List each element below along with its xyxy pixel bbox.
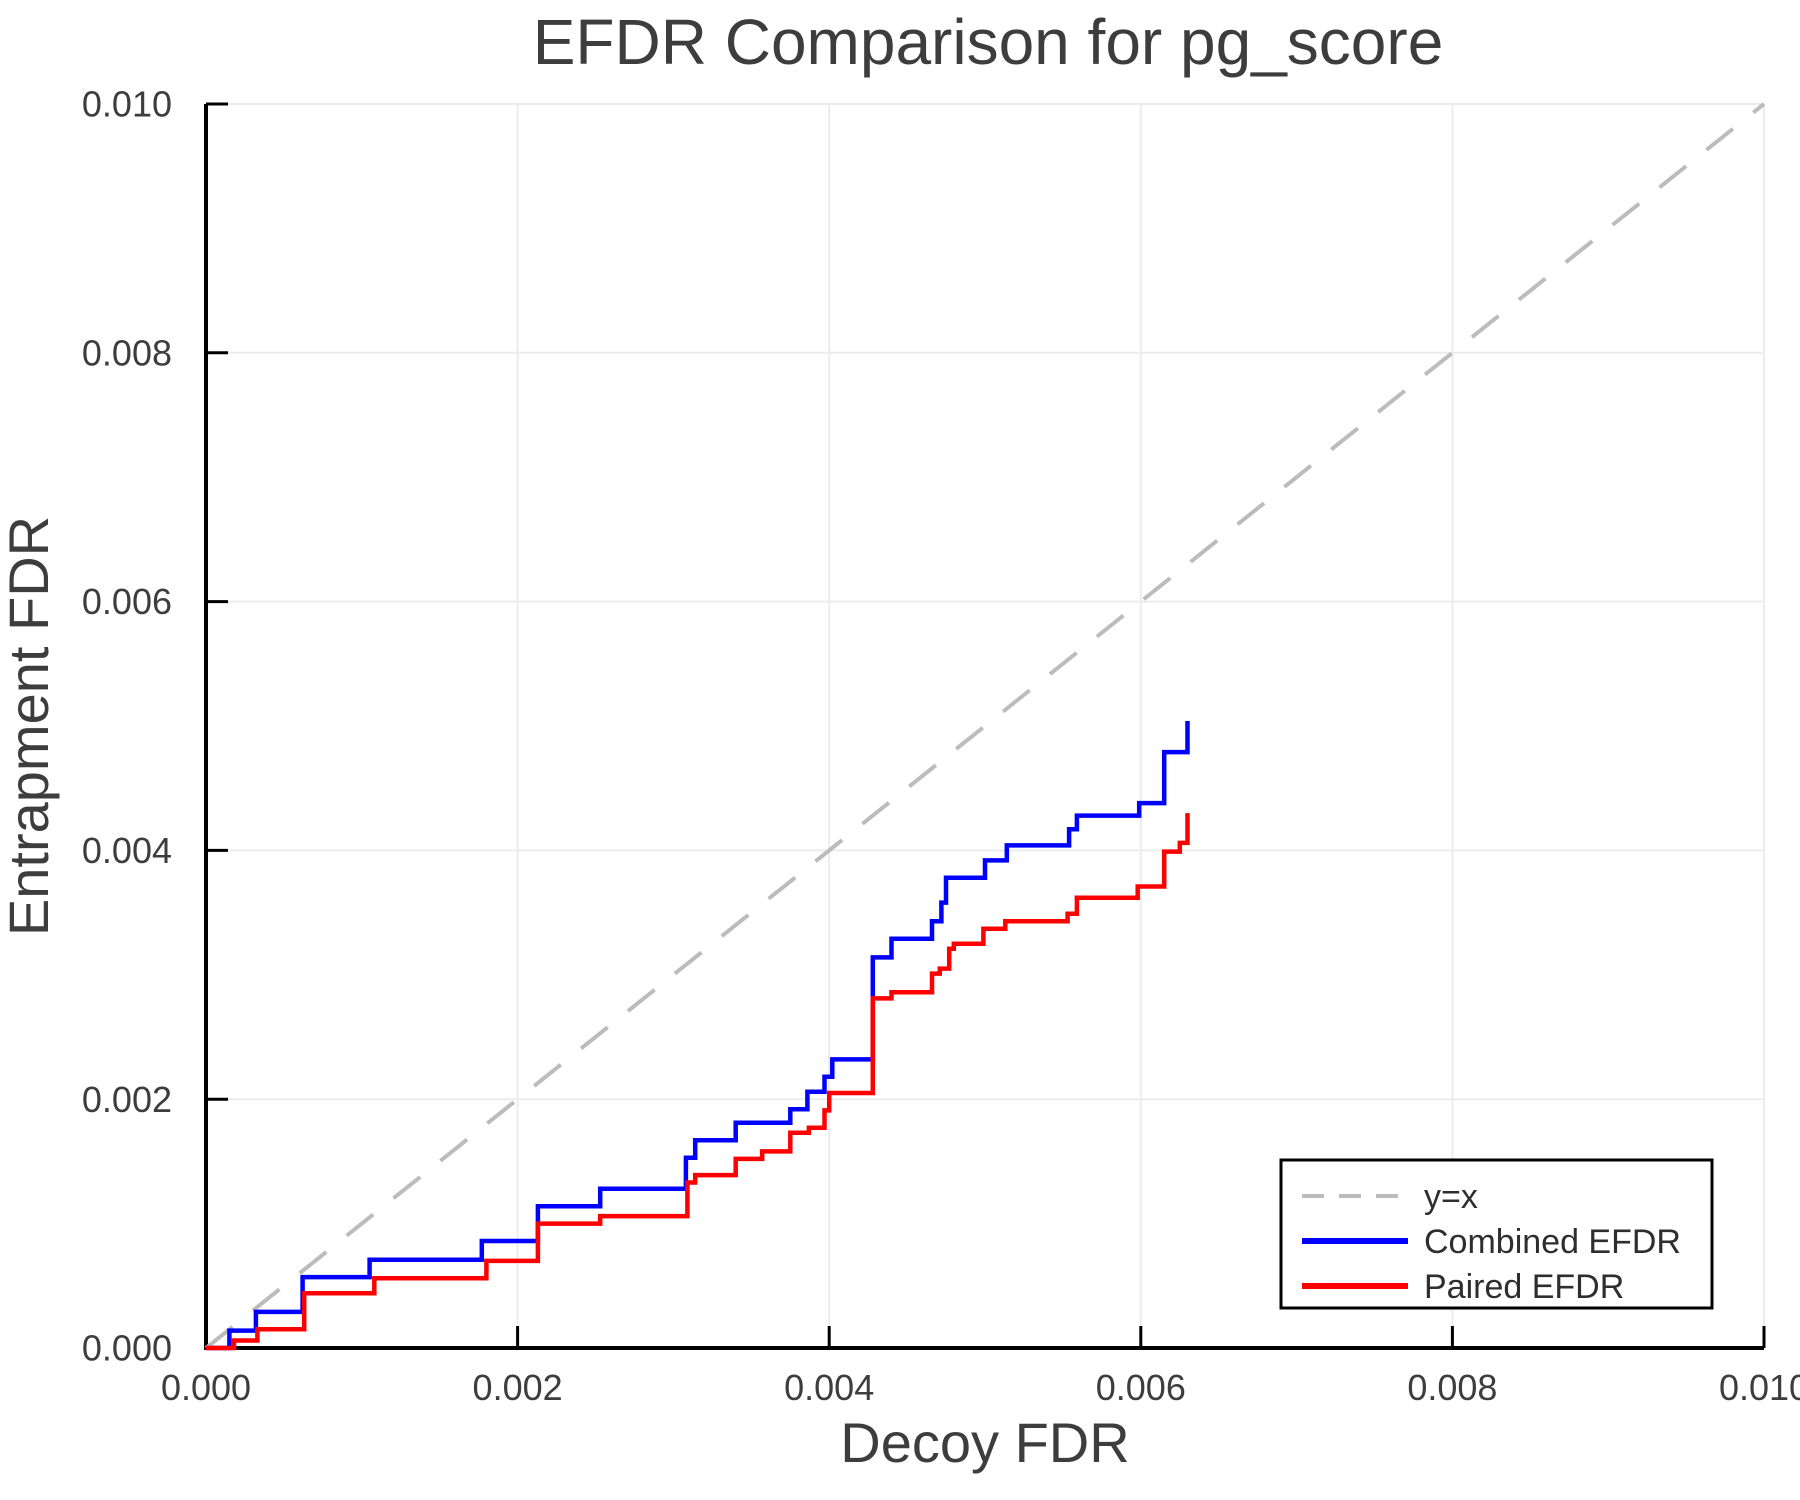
- legend-label: Combined EFDR: [1424, 1223, 1681, 1261]
- y-tick-label: 0.008: [82, 332, 172, 373]
- y-tick-label: 0.004: [82, 830, 172, 871]
- x-axis-label: Decoy FDR: [840, 1411, 1129, 1474]
- x-tick-label: 0.010: [1719, 1367, 1800, 1408]
- y-tick-label: 0.000: [82, 1328, 172, 1369]
- combined-efdr-curve: [206, 721, 1190, 1351]
- x-tick-label: 0.006: [1096, 1367, 1186, 1408]
- identity-line: [204, 102, 1766, 1350]
- chart-title: EFDR Comparison for pg_score: [533, 6, 1444, 78]
- legend: y=x Combined EFDR Paired EFDR: [1279, 1158, 1714, 1310]
- axis-spines: [204, 104, 1764, 1350]
- legend-label: y=x: [1424, 1178, 1478, 1216]
- tick-labels: 0.000 0.002 0.004 0.006 0.008 0.010 0.000 0.002…: [82, 84, 1800, 1408]
- gridlines: [206, 103, 1765, 1348]
- y-axis-label: Entrapment FDR: [0, 516, 60, 936]
- y-tick-label: 0.010: [82, 84, 172, 125]
- series-lines: [204, 102, 1766, 1351]
- x-tick-label: 0.002: [473, 1367, 563, 1408]
- x-tick-label: 0.004: [784, 1367, 874, 1408]
- legend-label: Paired EFDR: [1424, 1268, 1624, 1306]
- x-tick-label: 0.008: [1407, 1367, 1497, 1408]
- paired-efdr-curve: [206, 813, 1190, 1351]
- x-tick-label: 0.000: [161, 1367, 251, 1408]
- y-tick-label: 0.002: [82, 1079, 172, 1120]
- y-tick-label: 0.006: [82, 581, 172, 622]
